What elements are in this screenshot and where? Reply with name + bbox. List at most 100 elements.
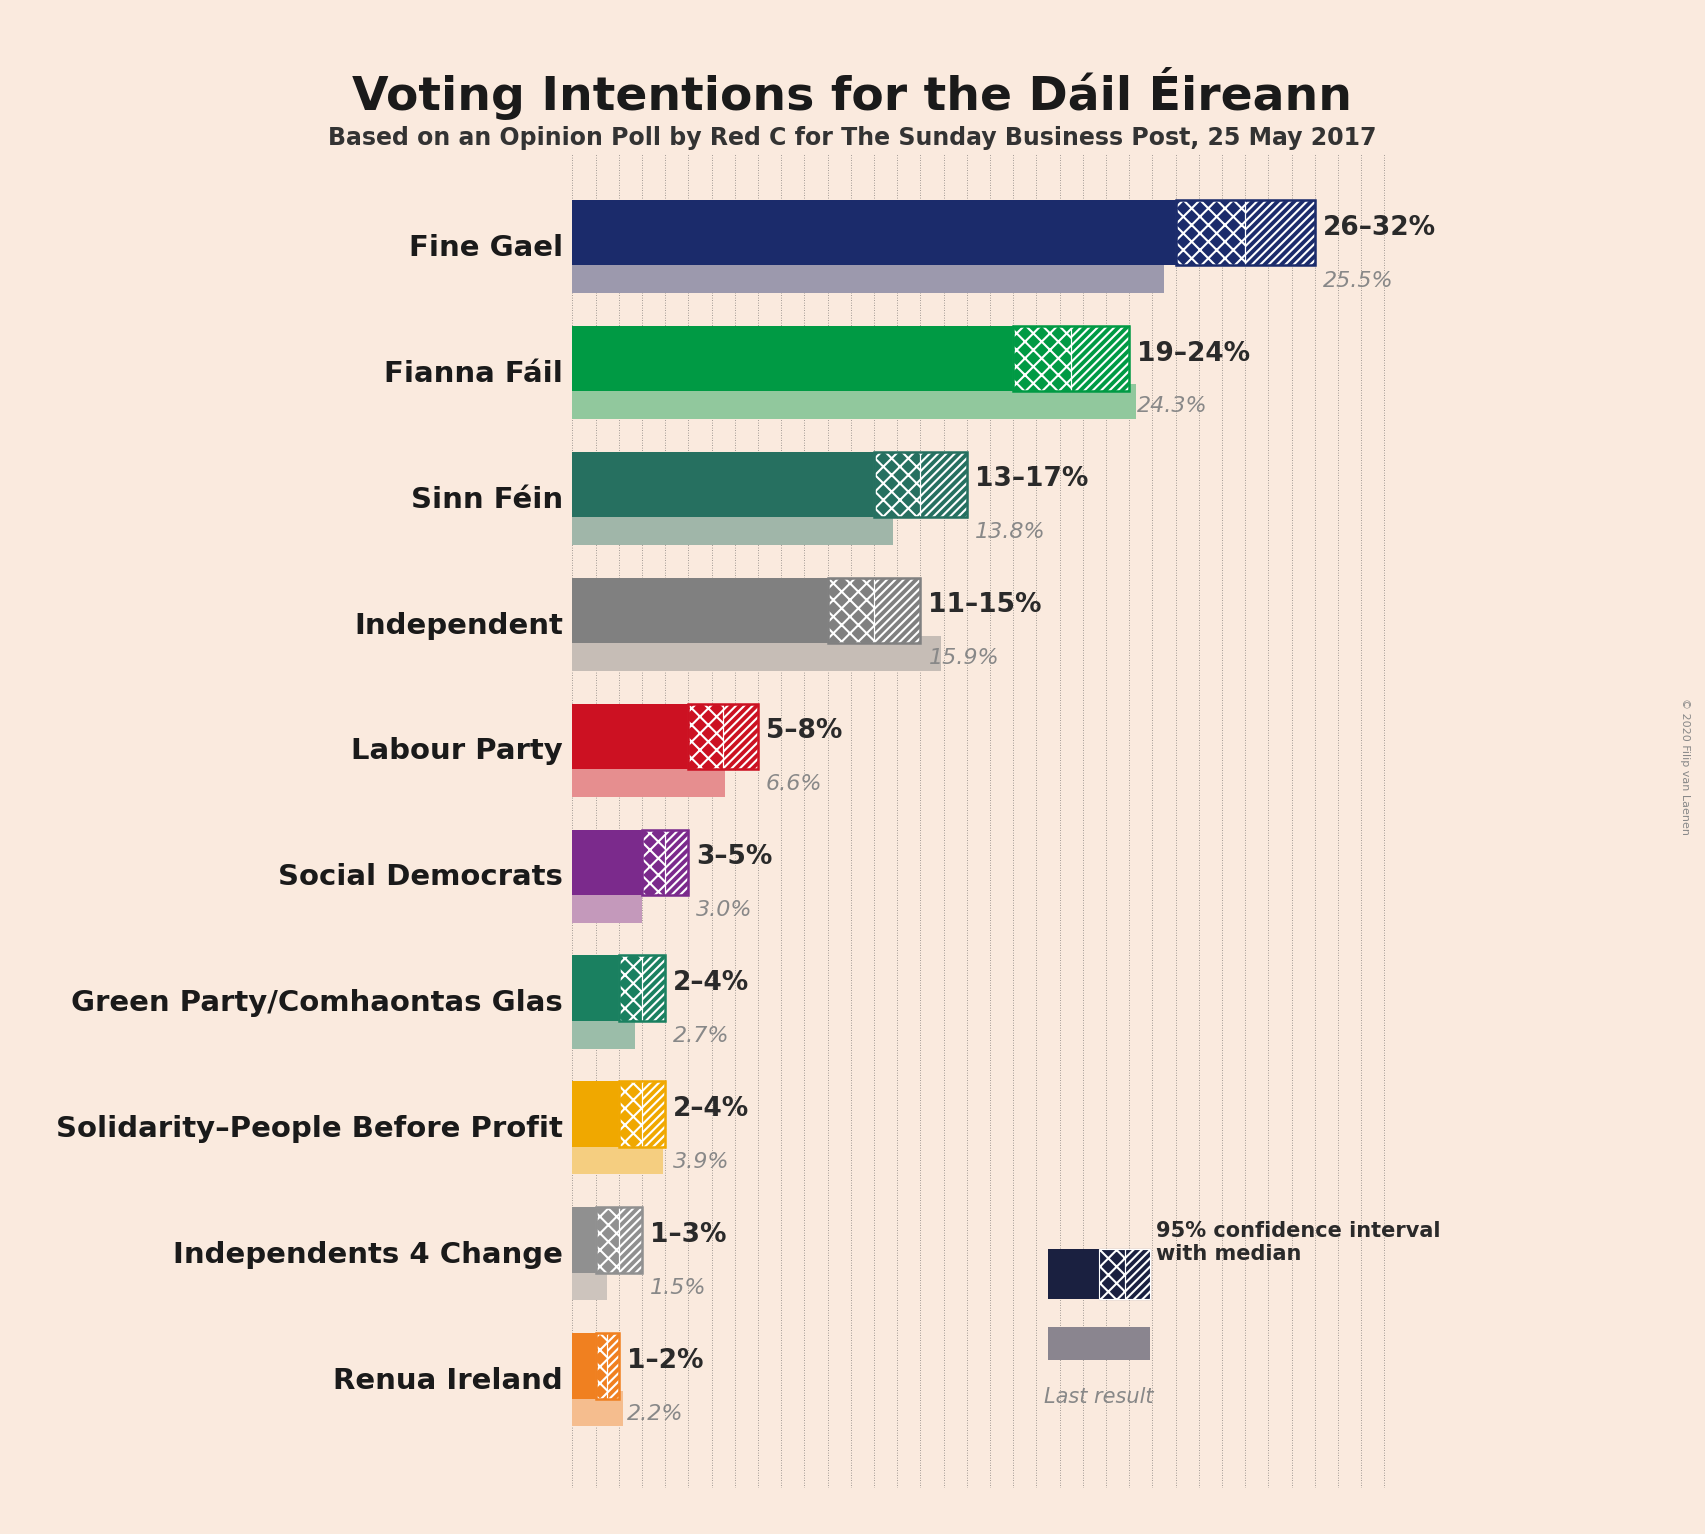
Bar — [573, 887, 641, 922]
Bar — [573, 761, 725, 796]
Bar — [1175, 199, 1245, 265]
Text: 3.0%: 3.0% — [696, 900, 754, 920]
Text: Green Party/Comhaontas Glas: Green Party/Comhaontas Glas — [72, 989, 563, 1017]
Text: Independent: Independent — [355, 612, 563, 640]
Text: 2.2%: 2.2% — [627, 1404, 684, 1424]
Bar — [875, 578, 921, 643]
Bar — [1100, 1249, 1125, 1299]
Text: 13–17%: 13–17% — [975, 466, 1088, 492]
Bar — [875, 453, 921, 517]
Text: 95% confidence interval
with median: 95% confidence interval with median — [1156, 1221, 1441, 1264]
Bar — [1245, 199, 1315, 265]
Bar — [573, 199, 1175, 265]
Bar — [619, 956, 641, 1022]
Bar — [607, 1333, 619, 1399]
Text: 15.9%: 15.9% — [929, 649, 999, 669]
Text: Voting Intentions for the Dáil Éireann: Voting Intentions for the Dáil Éireann — [353, 67, 1352, 121]
Text: 24.3%: 24.3% — [1137, 396, 1207, 416]
Bar — [573, 830, 641, 894]
Bar — [1049, 1249, 1100, 1299]
Bar — [573, 1140, 663, 1175]
Bar — [595, 1333, 619, 1399]
Bar — [619, 1081, 665, 1147]
Text: 1–2%: 1–2% — [627, 1348, 704, 1374]
Text: Labour Party: Labour Party — [351, 738, 563, 765]
Bar — [573, 453, 875, 517]
Text: Fianna Fáil: Fianna Fáil — [384, 360, 563, 388]
Bar — [1100, 1249, 1125, 1299]
Bar — [595, 1333, 607, 1399]
Bar — [875, 578, 921, 643]
Bar — [573, 1081, 619, 1147]
Text: 25.5%: 25.5% — [1323, 270, 1393, 290]
Bar — [641, 830, 689, 894]
Text: 6.6%: 6.6% — [766, 775, 822, 795]
Bar — [595, 1207, 641, 1273]
Bar — [573, 1266, 607, 1301]
Bar — [619, 1207, 641, 1273]
Bar — [573, 1014, 634, 1049]
Bar — [1245, 199, 1315, 265]
Text: 2.7%: 2.7% — [673, 1026, 730, 1046]
Text: 11–15%: 11–15% — [929, 592, 1042, 618]
Bar — [573, 635, 941, 670]
Bar — [1125, 1249, 1151, 1299]
Bar — [1175, 199, 1245, 265]
Bar — [573, 1391, 624, 1427]
Bar — [641, 956, 665, 1022]
Text: 1.5%: 1.5% — [650, 1278, 706, 1298]
Bar — [573, 384, 1136, 419]
Bar — [665, 830, 689, 894]
Bar — [595, 1333, 607, 1399]
Text: Based on an Opinion Poll by Red C for The Sunday Business Post, 25 May 2017: Based on an Opinion Poll by Red C for Th… — [329, 126, 1376, 150]
Bar — [573, 325, 1013, 391]
Text: Independents 4 Change: Independents 4 Change — [174, 1241, 563, 1269]
Bar — [665, 830, 689, 894]
Bar — [641, 1081, 665, 1147]
Bar — [573, 704, 689, 769]
Text: Sinn Féin: Sinn Féin — [411, 486, 563, 514]
Text: Renua Ireland: Renua Ireland — [332, 1367, 563, 1394]
Bar — [573, 258, 1165, 293]
Text: 3–5%: 3–5% — [696, 844, 772, 870]
Text: 2–4%: 2–4% — [673, 969, 750, 996]
Bar — [723, 704, 759, 769]
Bar — [619, 956, 641, 1022]
Bar — [689, 704, 723, 769]
Bar — [573, 1207, 595, 1273]
Bar — [723, 704, 759, 769]
Bar — [827, 578, 875, 643]
Bar — [1071, 325, 1129, 391]
Bar — [641, 830, 665, 894]
Text: 1–3%: 1–3% — [650, 1223, 726, 1249]
Text: Fine Gael: Fine Gael — [409, 233, 563, 262]
Bar — [1071, 325, 1129, 391]
Bar — [921, 453, 967, 517]
Text: 5–8%: 5–8% — [766, 718, 842, 744]
Bar — [1013, 325, 1129, 391]
Bar — [875, 453, 921, 517]
Bar — [1175, 199, 1315, 265]
Bar — [607, 1333, 619, 1399]
Bar — [689, 704, 759, 769]
Text: 26–32%: 26–32% — [1323, 215, 1436, 241]
Text: © 2020 Filip van Laenen: © 2020 Filip van Laenen — [1679, 698, 1690, 836]
Bar — [689, 704, 723, 769]
Bar — [619, 1081, 641, 1147]
Bar — [1013, 325, 1071, 391]
Bar — [641, 956, 665, 1022]
Bar — [827, 578, 875, 643]
Bar — [1013, 325, 1071, 391]
Bar — [573, 509, 892, 545]
Bar — [921, 453, 967, 517]
Text: Last result: Last result — [1043, 1387, 1154, 1407]
Text: 13.8%: 13.8% — [975, 523, 1045, 543]
Bar — [641, 830, 665, 894]
Bar — [875, 453, 967, 517]
Bar — [619, 956, 665, 1022]
Bar — [573, 578, 827, 643]
Text: Social Democrats: Social Democrats — [278, 864, 563, 891]
Bar — [595, 1207, 619, 1273]
Bar — [641, 1081, 665, 1147]
Text: 3.9%: 3.9% — [673, 1152, 730, 1172]
